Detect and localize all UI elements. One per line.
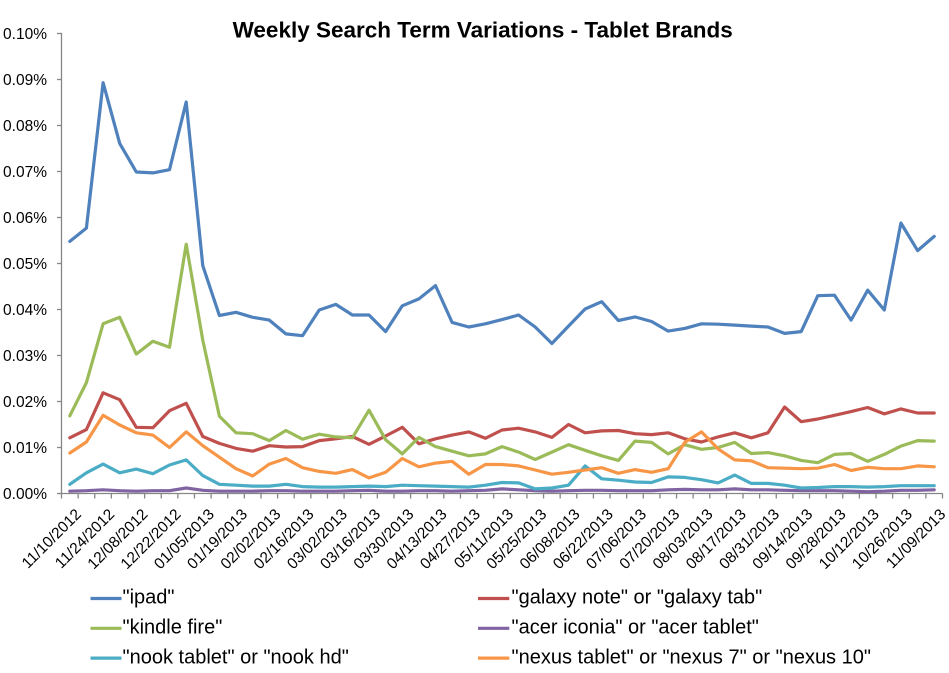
svg-text:Weekly Search Term Variations: Weekly Search Term Variations - Tablet B… bbox=[233, 18, 733, 43]
svg-text:0.06%: 0.06% bbox=[3, 210, 47, 227]
svg-text:0.01%: 0.01% bbox=[3, 440, 47, 457]
svg-text:"acer iconia" or "acer tablet": "acer iconia" or "acer tablet" bbox=[512, 617, 759, 639]
svg-text:"galaxy note" or "galaxy tab": "galaxy note" or "galaxy tab" bbox=[512, 587, 763, 609]
svg-text:0.07%: 0.07% bbox=[3, 164, 47, 181]
svg-text:"nook tablet" or "nook hd": "nook tablet" or "nook hd" bbox=[123, 646, 349, 668]
svg-text:"ipad": "ipad" bbox=[123, 587, 175, 609]
svg-text:0.00%: 0.00% bbox=[3, 486, 47, 503]
svg-text:0.05%: 0.05% bbox=[3, 256, 47, 273]
svg-text:0.10%: 0.10% bbox=[3, 26, 47, 43]
svg-text:0.04%: 0.04% bbox=[3, 302, 47, 319]
svg-text:"kindle fire": "kindle fire" bbox=[123, 617, 223, 639]
svg-text:0.09%: 0.09% bbox=[3, 72, 47, 89]
svg-text:"nexus tablet" or "nexus 7" or: "nexus tablet" or "nexus 7" or "nexus 10… bbox=[512, 646, 871, 668]
svg-text:0.08%: 0.08% bbox=[3, 118, 47, 135]
svg-text:0.02%: 0.02% bbox=[3, 394, 47, 411]
svg-text:0.03%: 0.03% bbox=[3, 348, 47, 365]
